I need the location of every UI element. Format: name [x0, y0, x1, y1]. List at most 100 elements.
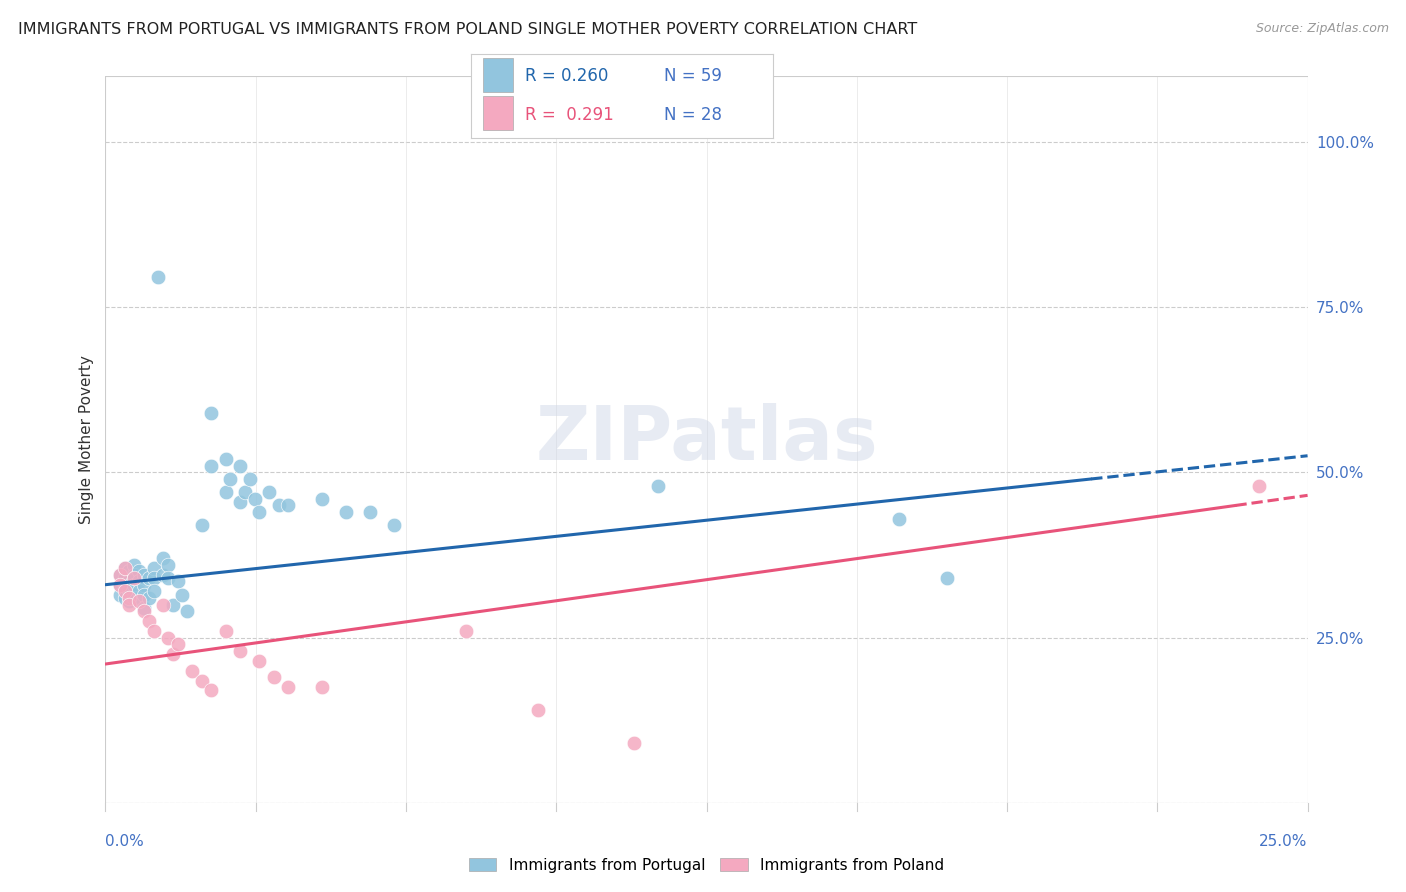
Point: [118, 591, 141, 605]
Point: [200, 683, 222, 698]
Bar: [484, 96, 513, 130]
Point: [229, 458, 252, 473]
Point: [267, 499, 290, 513]
Point: [108, 567, 131, 582]
Point: [162, 647, 184, 661]
Point: [132, 578, 155, 592]
Point: [124, 571, 146, 585]
Point: [229, 644, 252, 658]
Text: 0.0%: 0.0%: [105, 834, 145, 848]
Point: [128, 594, 150, 608]
Text: IMMIGRANTS FROM PORTUGAL VS IMMIGRANTS FROM POLAND SINGLE MOTHER POVERTY CORRELA: IMMIGRANTS FROM PORTUGAL VS IMMIGRANTS F…: [18, 22, 918, 37]
Point: [647, 478, 669, 492]
Text: R =  0.291: R = 0.291: [526, 105, 614, 123]
Point: [152, 551, 174, 566]
Point: [118, 598, 141, 612]
Point: [128, 565, 150, 579]
Point: [335, 505, 357, 519]
Point: [132, 567, 155, 582]
Point: [190, 518, 212, 533]
Point: [156, 558, 179, 572]
Point: [142, 571, 165, 585]
Text: ZIPatlas: ZIPatlas: [536, 403, 877, 475]
Point: [214, 485, 236, 500]
Bar: [484, 58, 513, 92]
Point: [277, 499, 299, 513]
Point: [382, 518, 405, 533]
Point: [142, 584, 165, 599]
Point: [108, 567, 131, 582]
Point: [132, 604, 155, 618]
Point: [138, 614, 160, 628]
Text: N = 59: N = 59: [665, 67, 723, 85]
Point: [124, 567, 146, 582]
Point: [118, 565, 141, 579]
Point: [190, 673, 212, 688]
Point: [181, 664, 204, 678]
Legend: Immigrants from Portugal, Immigrants from Poland: Immigrants from Portugal, Immigrants fro…: [463, 852, 950, 879]
Point: [162, 598, 184, 612]
Point: [219, 472, 242, 486]
Point: [118, 584, 141, 599]
Text: Source: ZipAtlas.com: Source: ZipAtlas.com: [1256, 22, 1389, 36]
Point: [166, 637, 188, 651]
Point: [114, 561, 136, 575]
Point: [311, 680, 333, 694]
Point: [108, 588, 131, 602]
Text: 25.0%: 25.0%: [1260, 834, 1308, 848]
Point: [172, 588, 194, 602]
Point: [124, 591, 146, 605]
Point: [142, 624, 165, 638]
Point: [229, 495, 252, 509]
Point: [277, 680, 299, 694]
Point: [152, 598, 174, 612]
Point: [454, 624, 477, 638]
Point: [108, 578, 131, 592]
Point: [247, 654, 270, 668]
Point: [214, 624, 236, 638]
Point: [936, 571, 959, 585]
Point: [200, 458, 222, 473]
Point: [128, 584, 150, 599]
Point: [156, 571, 179, 585]
Point: [263, 670, 285, 684]
Point: [166, 574, 188, 589]
Point: [138, 591, 160, 605]
Point: [142, 561, 165, 575]
Point: [247, 505, 270, 519]
Point: [311, 491, 333, 506]
Point: [114, 581, 136, 595]
Point: [114, 571, 136, 585]
Point: [114, 584, 136, 599]
Point: [124, 558, 146, 572]
Point: [114, 591, 136, 605]
Point: [148, 270, 170, 285]
Point: [128, 574, 150, 589]
Point: [257, 485, 280, 500]
Point: [118, 594, 141, 608]
Point: [132, 588, 155, 602]
Point: [575, 121, 598, 136]
Point: [214, 452, 236, 467]
Text: N = 28: N = 28: [665, 105, 723, 123]
Point: [527, 703, 550, 717]
Point: [176, 604, 198, 618]
Point: [108, 578, 131, 592]
Point: [239, 472, 262, 486]
Point: [1249, 478, 1271, 492]
Y-axis label: Single Mother Poverty: Single Mother Poverty: [79, 355, 94, 524]
Point: [152, 567, 174, 582]
Point: [156, 631, 179, 645]
Point: [132, 600, 155, 615]
Point: [200, 406, 222, 420]
Text: R = 0.260: R = 0.260: [526, 67, 609, 85]
Point: [887, 511, 910, 525]
Point: [359, 505, 381, 519]
Point: [623, 736, 645, 750]
Point: [124, 578, 146, 592]
Point: [138, 571, 160, 585]
Point: [243, 491, 266, 506]
Point: [233, 485, 256, 500]
Point: [118, 574, 141, 589]
Point: [114, 561, 136, 575]
